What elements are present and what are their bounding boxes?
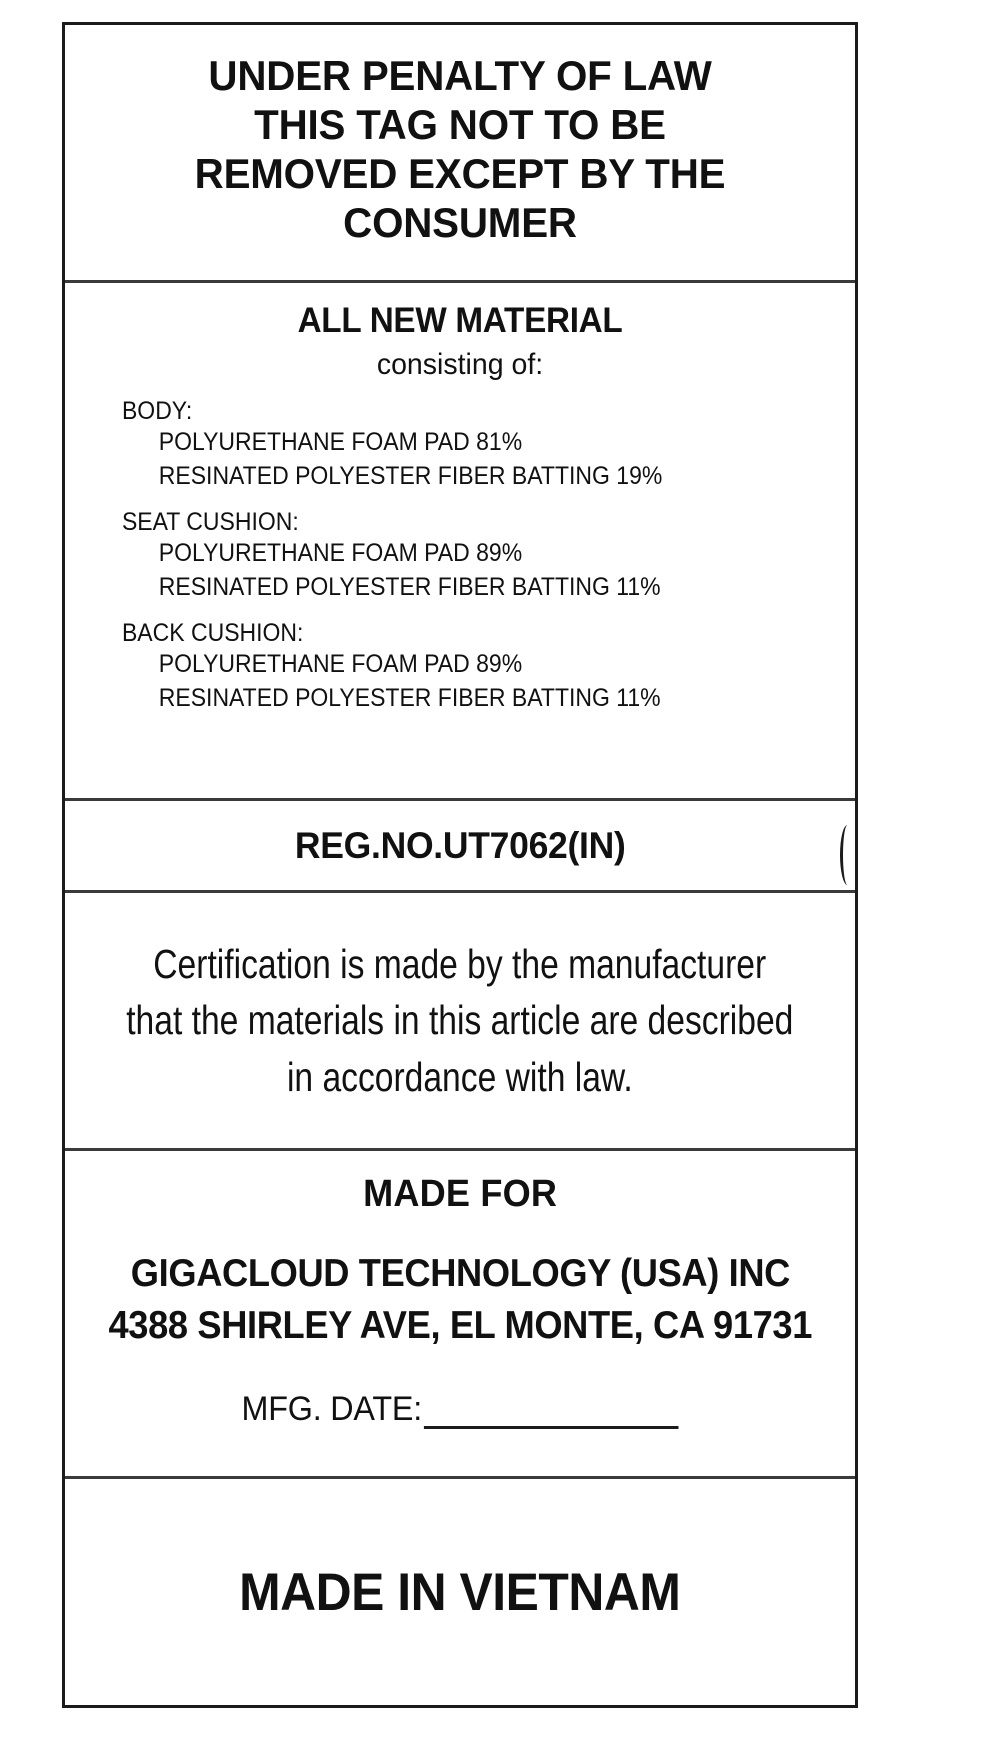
material-group-item: RESINATED POLYESTER FIBER BATTING 19% bbox=[158, 461, 663, 490]
certification-line: Certification is made by the manufacture… bbox=[153, 941, 767, 988]
country-of-origin: MADE IN VIETNAM bbox=[239, 1562, 681, 1622]
materials-subtitle: consisting of: bbox=[376, 348, 544, 381]
registration-section: REG.NO.UT7062(IN) bbox=[65, 801, 855, 893]
material-group-body: BODY: POLYURETHANE FOAM PAD 81% RESINATE… bbox=[87, 396, 833, 493]
mfg-date-field[interactable] bbox=[423, 1396, 679, 1429]
material-group-item: POLYURETHANE FOAM PAD 89% bbox=[158, 650, 523, 678]
material-group-item: POLYURETHANE FOAM PAD 81% bbox=[158, 428, 523, 456]
penalty-notice-text: UNDER PENALTY OF LAW THIS TAG NOT TO BE … bbox=[194, 52, 726, 247]
material-group-item: RESINATED POLYESTER FIBER BATTING 11% bbox=[158, 683, 661, 712]
law-tag: UNDER PENALTY OF LAW THIS TAG NOT TO BE … bbox=[62, 22, 858, 1708]
material-group-label: SEAT CUSHION: bbox=[121, 508, 299, 536]
mfg-date-label: MFG. DATE: bbox=[241, 1390, 423, 1428]
materials-section: ALL NEW MATERIAL consisting of: BODY: PO… bbox=[65, 283, 855, 801]
tag-edge-notch bbox=[840, 825, 855, 885]
materials-title: ALL NEW MATERIAL bbox=[297, 301, 623, 340]
made-for-section: MADE FOR GIGACLOUD TECHNOLOGY (USA) INC … bbox=[65, 1151, 855, 1479]
penalty-notice-section: UNDER PENALTY OF LAW THIS TAG NOT TO BE … bbox=[65, 25, 855, 283]
material-group-item: RESINATED POLYESTER FIBER BATTING 11% bbox=[158, 572, 661, 601]
material-group-back-cushion: BACK CUSHION: POLYURETHANE FOAM PAD 89% … bbox=[87, 618, 833, 715]
company-address: 4388 SHIRLEY AVE, EL MONTE, CA 91731 bbox=[108, 1304, 812, 1347]
material-group-label: BACK CUSHION: bbox=[121, 619, 304, 647]
material-group-item: POLYURETHANE FOAM PAD 89% bbox=[158, 539, 523, 567]
material-group-label: BODY: bbox=[121, 397, 193, 425]
certification-line: that the materials in this article are d… bbox=[126, 997, 794, 1044]
certification-line: in accordance with law. bbox=[287, 1053, 633, 1100]
company-name: GIGACLOUD TECHNOLOGY (USA) INC bbox=[130, 1252, 790, 1295]
made-for-label: MADE FOR bbox=[362, 1173, 558, 1215]
mfg-date-row: MFG. DATE: bbox=[241, 1390, 679, 1429]
country-of-origin-section: MADE IN VIETNAM bbox=[65, 1479, 855, 1705]
material-group-seat-cushion: SEAT CUSHION: POLYURETHANE FOAM PAD 89% … bbox=[87, 507, 833, 604]
certification-section: Certification is made by the manufacture… bbox=[65, 893, 855, 1151]
registration-number: REG.NO.UT7062(IN) bbox=[294, 824, 626, 866]
